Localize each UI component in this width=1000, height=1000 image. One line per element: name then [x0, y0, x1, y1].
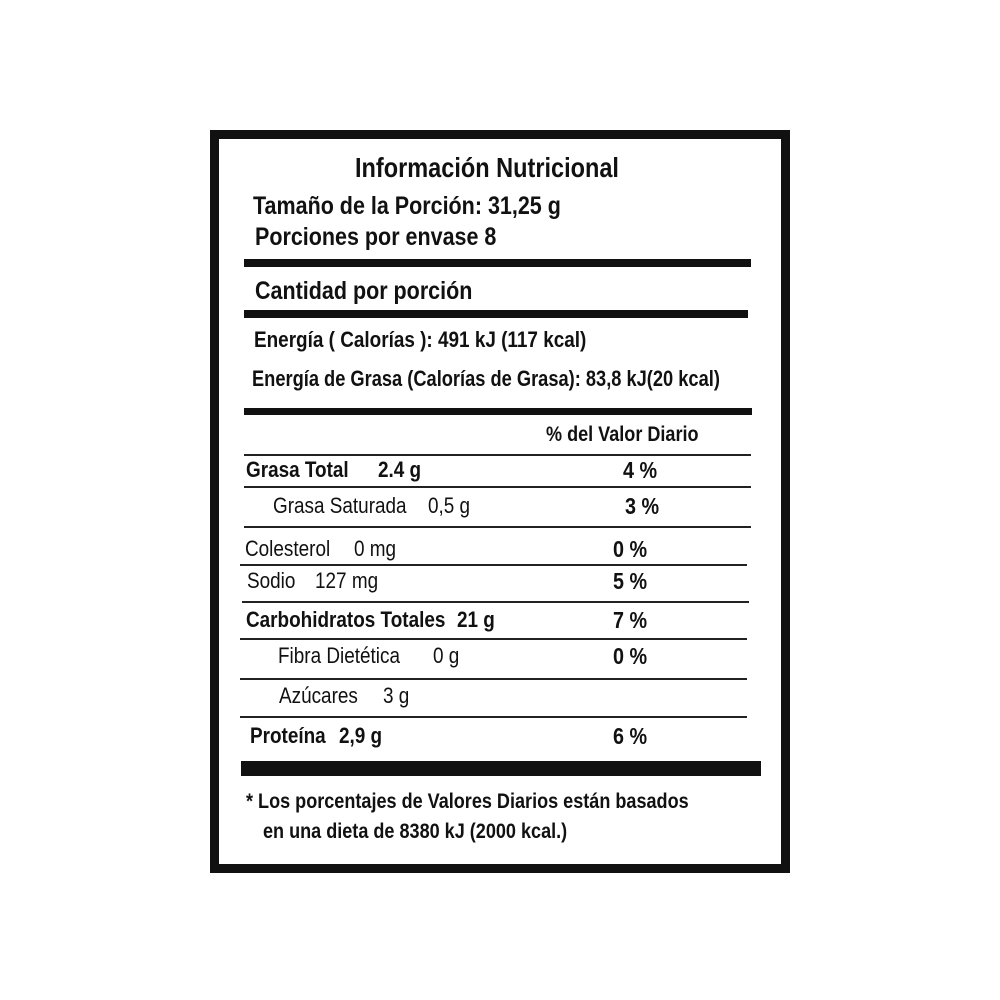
divider	[244, 486, 751, 488]
servings-per-container: Porciones por envase 8	[255, 223, 497, 251]
label-title: Información Nutricional	[355, 152, 619, 183]
divider	[240, 716, 747, 718]
nutrient-name: Fibra Dietética	[278, 643, 400, 668]
divider-thick	[241, 761, 761, 776]
nutrient-dv: 6 %	[613, 723, 648, 749]
nutrient-dv: 7 %	[613, 607, 648, 633]
nutrient-amount: 21 g	[457, 607, 495, 632]
nutrient-name: Colesterol	[245, 536, 331, 561]
divider	[240, 638, 747, 640]
divider	[244, 454, 751, 456]
nutrient-dv: 4 %	[623, 457, 658, 483]
nutrient-amount: 2,9 g	[339, 723, 383, 748]
nutrient-name: Carbohidratos Totales	[246, 607, 446, 632]
divider-thick	[244, 310, 748, 318]
nutrient-amount: 0 g	[433, 643, 460, 668]
nutrient-name: Azúcares	[279, 683, 358, 708]
nutrient-dv: 0 %	[613, 536, 648, 562]
nutrient-name: Grasa Total	[246, 457, 349, 482]
daily-value-header: % del Valor Diario	[546, 423, 699, 446]
divider	[242, 601, 749, 603]
nutrient-name: Grasa Saturada	[273, 493, 407, 518]
nutrient-amount: 0 mg	[354, 536, 397, 561]
amount-per-serving: Cantidad por porción	[255, 277, 473, 305]
serving-size: Tamaño de la Porción: 31,25 g	[253, 192, 561, 220]
nutrient-name: Proteína	[250, 723, 326, 748]
divider	[240, 678, 747, 680]
nutrient-dv: 3 %	[625, 493, 660, 519]
footnote-line-2: en una dieta de 8380 kJ (2000 kcal.)	[263, 820, 568, 843]
nutrient-amount: 127 mg	[315, 568, 379, 593]
nutrient-dv: 0 %	[613, 643, 648, 669]
energy: Energía ( Calorías ): 491 kJ (117 kcal)	[254, 327, 587, 352]
footnote-line-1: * Los porcentajes de Valores Diarios est…	[246, 790, 689, 813]
nutrient-name: Sodio	[247, 568, 296, 593]
fat-energy: Energía de Grasa (Calorías de Grasa): 83…	[252, 366, 720, 391]
nutrition-label-frame	[210, 130, 790, 873]
divider-thick	[244, 259, 751, 267]
divider-thick	[244, 408, 752, 415]
nutrient-amount: 3 g	[383, 683, 410, 708]
nutrient-dv: 5 %	[613, 568, 648, 594]
divider	[244, 526, 751, 528]
nutrient-amount: 0,5 g	[428, 493, 471, 518]
divider	[240, 564, 747, 566]
nutrient-amount: 2.4 g	[378, 457, 422, 482]
